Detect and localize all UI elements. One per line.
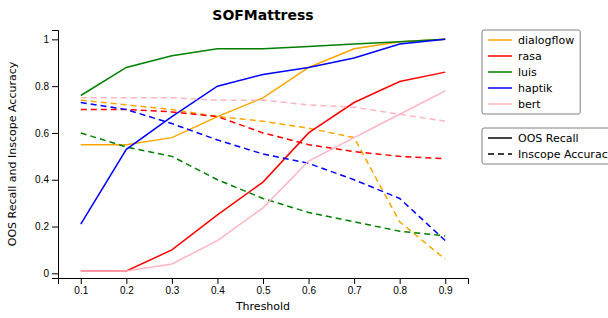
series-line <box>81 91 445 271</box>
tick: 0.9 <box>439 278 453 296</box>
tick-label: 1 <box>43 34 49 45</box>
tick-mark <box>52 180 58 181</box>
tick-mark <box>172 278 173 284</box>
legend-swatch <box>488 87 512 89</box>
tick-mark <box>263 278 264 284</box>
tick-mark <box>52 273 58 274</box>
tick: 0.1 <box>74 278 88 296</box>
tick-label: 0.8 <box>35 81 49 92</box>
tick-label: 0.7 <box>348 285 362 296</box>
tick: 0.4 <box>35 174 58 185</box>
legend-label: bert <box>518 98 541 111</box>
tick-mark <box>126 278 127 284</box>
tick-label: 0.2 <box>35 221 49 232</box>
legend-swatch <box>488 137 512 139</box>
legend-label: OOS Recall <box>518 132 579 145</box>
legend-swatch <box>488 55 512 57</box>
tick-label: 0.2 <box>120 285 134 296</box>
tick-mark <box>52 133 58 134</box>
y-axis-title: OOS Recall and Inscope Accuracy <box>6 61 19 246</box>
tick: 0.7 <box>348 278 362 296</box>
tick-label: 0.4 <box>35 174 49 185</box>
legend-swatch <box>488 39 512 41</box>
legend-label: Inscope Accuracy <box>518 148 608 161</box>
tick-mark <box>217 278 218 284</box>
legend-frame <box>482 30 580 114</box>
tick-mark <box>354 278 355 284</box>
legend-frame <box>482 128 608 164</box>
y-axis: 0 0.2 0.4 0.6 0.8 1 <box>35 31 58 280</box>
title: SOFMattress <box>212 7 313 23</box>
tick-mark <box>52 39 58 40</box>
series-line <box>81 110 445 159</box>
tick: 0.8 <box>393 278 407 296</box>
tick-mark <box>81 278 82 284</box>
chart: 0.1 0.2 0.3 0.4 0.5 0.6 0.7 0.8 0.9 0 0.2 0.4 0.6 0.8… <box>0 0 608 318</box>
series-line <box>81 98 445 121</box>
legend-swatch <box>488 103 512 105</box>
series-line <box>81 100 445 259</box>
tick-label: 0.5 <box>257 285 271 296</box>
tick-mark <box>445 278 446 284</box>
series-line <box>81 39 445 144</box>
x-axis: 0.1 0.2 0.3 0.4 0.5 0.6 0.7 0.8 0.9 <box>59 278 469 296</box>
legend-swatch <box>488 153 512 155</box>
tick: 0.5 <box>257 278 271 296</box>
series-line <box>81 39 445 95</box>
series-line <box>81 103 445 241</box>
y-axis-line <box>52 31 59 279</box>
plot-area <box>81 39 445 271</box>
tick-label: 0 <box>43 268 49 279</box>
tick-label: 0.9 <box>439 285 453 296</box>
legend-label: dialogflow <box>518 34 574 47</box>
x-axis-title: Threshold <box>235 300 290 313</box>
series-line <box>81 72 445 271</box>
tick: 1 <box>43 34 58 45</box>
legend-swatch <box>488 71 512 73</box>
tick: 0.4 <box>211 278 225 296</box>
tick-mark <box>52 86 58 87</box>
tick-label: 0.8 <box>393 285 407 296</box>
tick: 0.3 <box>165 278 179 296</box>
tick-label: 0.3 <box>165 285 179 296</box>
legend-label: luis <box>518 66 537 79</box>
tick: 0.2 <box>120 278 134 296</box>
tick-label: 0.6 <box>35 128 49 139</box>
tick: 0.6 <box>302 278 316 296</box>
legend-label: haptik <box>518 82 553 95</box>
tick-mark <box>309 278 310 284</box>
series-line <box>81 133 445 236</box>
tick-mark <box>52 227 58 228</box>
tick: 0.6 <box>35 128 58 139</box>
tick-label: 0.4 <box>211 285 225 296</box>
tick-label: 0.6 <box>302 285 316 296</box>
tick: 0.2 <box>35 221 58 232</box>
tick: 0.8 <box>35 81 58 92</box>
legend-label: rasa <box>518 50 542 63</box>
series-legend: dialogflow rasa luis haptik bert <box>482 30 580 114</box>
tick-mark <box>400 278 401 284</box>
tick-label: 0.1 <box>74 285 88 296</box>
series-line <box>81 39 445 224</box>
line-style-legend: OOS Recall Inscope Accuracy <box>482 128 608 164</box>
tick: 0 <box>43 268 58 279</box>
x-axis-line <box>59 279 469 285</box>
